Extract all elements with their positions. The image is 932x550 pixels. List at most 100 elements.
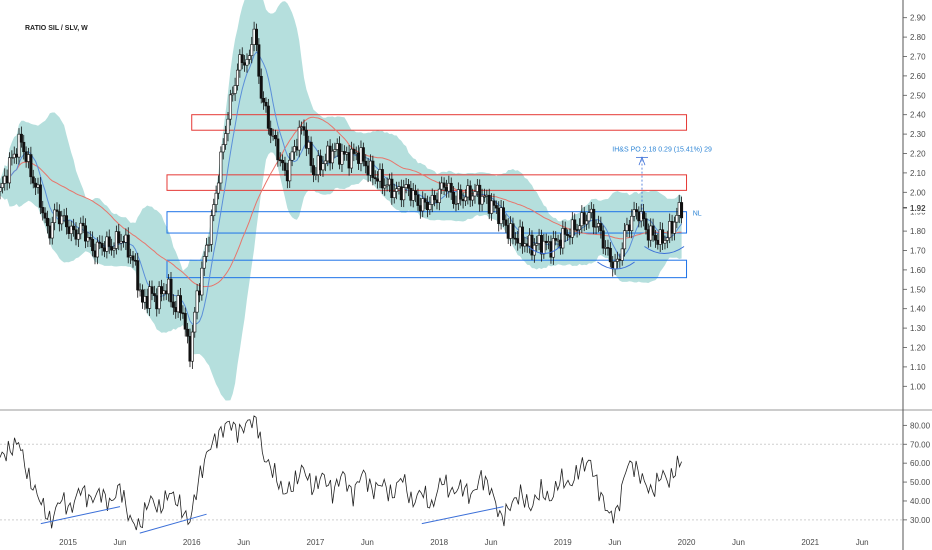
candle-body [36,184,40,188]
candle-body [661,229,665,244]
candle-body [364,160,368,167]
candle-body [511,223,515,239]
candle-body [117,231,121,244]
candle-body [290,151,294,161]
candle-body [342,151,346,155]
price-tick-label: 2.40 [910,111,926,120]
candle-body [428,204,432,211]
candle-body [454,203,458,205]
candle-body [449,182,453,193]
rsi-tick-label: 50.00 [910,478,931,487]
candle-body [665,237,669,241]
candle-body [22,141,26,153]
candle-body [409,188,413,201]
candle-body [95,241,99,258]
candle-body [304,129,308,149]
candle-body [250,44,254,56]
time-tick-label: 2018 [430,538,448,547]
candle-body [554,238,558,241]
candle-body [371,160,375,178]
candle-body [200,267,204,296]
candle-body [102,247,106,252]
candle-body [100,243,104,249]
candle-body [487,194,491,214]
candle-body [359,147,363,164]
price-tick-label: 2.90 [910,14,926,23]
time-tick-label: Jun [114,538,127,547]
candle-body [385,184,389,187]
candle-body [459,189,463,200]
candle-body [126,234,130,258]
candle-body [19,133,23,143]
candle-body [276,138,280,161]
candle-body [157,286,161,310]
candle-body [613,261,617,270]
candle-body [378,169,382,182]
candle-body [152,293,156,296]
price-tick-label: 2.70 [910,53,926,62]
zone-resistance-1 [191,114,688,131]
candle-body [485,194,489,197]
candle-body [620,248,624,261]
candle-body [219,151,223,184]
candle-body [561,228,565,249]
candle-body [589,208,593,213]
price-tick-label: 2.20 [910,150,926,159]
price-tick-label: 1.80 [910,227,926,236]
candle-body [596,223,600,227]
candle-body [551,238,555,258]
candle-body [240,54,244,63]
candle-body [623,230,627,250]
candle-body [233,85,237,94]
candle-body [3,175,7,184]
price-tick-label: 1.60 [910,266,926,275]
candle-body [269,128,273,136]
rsi-tick-label: 80.00 [910,421,931,430]
candle-body [245,59,249,66]
candle-body [433,195,437,201]
price-tick-label: 2.00 [910,188,926,197]
candle-body [224,133,228,145]
candle-body [421,198,425,212]
candle-body [425,201,429,211]
candle-body [492,200,496,206]
candle-body [376,178,380,182]
candle-body [338,143,342,165]
time-tick-label: 2016 [183,538,201,547]
candle-body [228,94,232,120]
candle-body [262,97,266,103]
candle-body [319,155,323,171]
candle-body [506,225,510,239]
candle-body [658,229,662,245]
candle-body [440,182,444,190]
candle-body [423,198,427,203]
rsi-tick-label: 60.00 [910,459,931,468]
candle-body [456,189,460,204]
candle-body [5,175,9,184]
candle-body [323,160,327,164]
candle-body [523,243,527,247]
candle-body [653,234,657,241]
rsi-trendline-2 [139,513,207,534]
rsi-tick-label: 30.00 [910,516,931,525]
candle-body [188,336,192,362]
candle-body [295,146,299,151]
candle-body [311,165,315,176]
candle-body [494,205,498,209]
candle-body [281,160,285,164]
candle-body [587,212,591,222]
candle-body [618,258,622,261]
candle-body [34,182,38,188]
candle-body [442,182,446,188]
candle-body [316,155,320,175]
price-tick-label: 1.40 [910,305,926,314]
candle-body [418,205,422,212]
time-tick-label: Jun [485,538,498,547]
candle-body [195,290,199,313]
candle-body [297,126,301,151]
candle-body [193,311,197,333]
candle-body [649,225,653,241]
candle-body [15,153,19,158]
candle-body [164,290,168,295]
